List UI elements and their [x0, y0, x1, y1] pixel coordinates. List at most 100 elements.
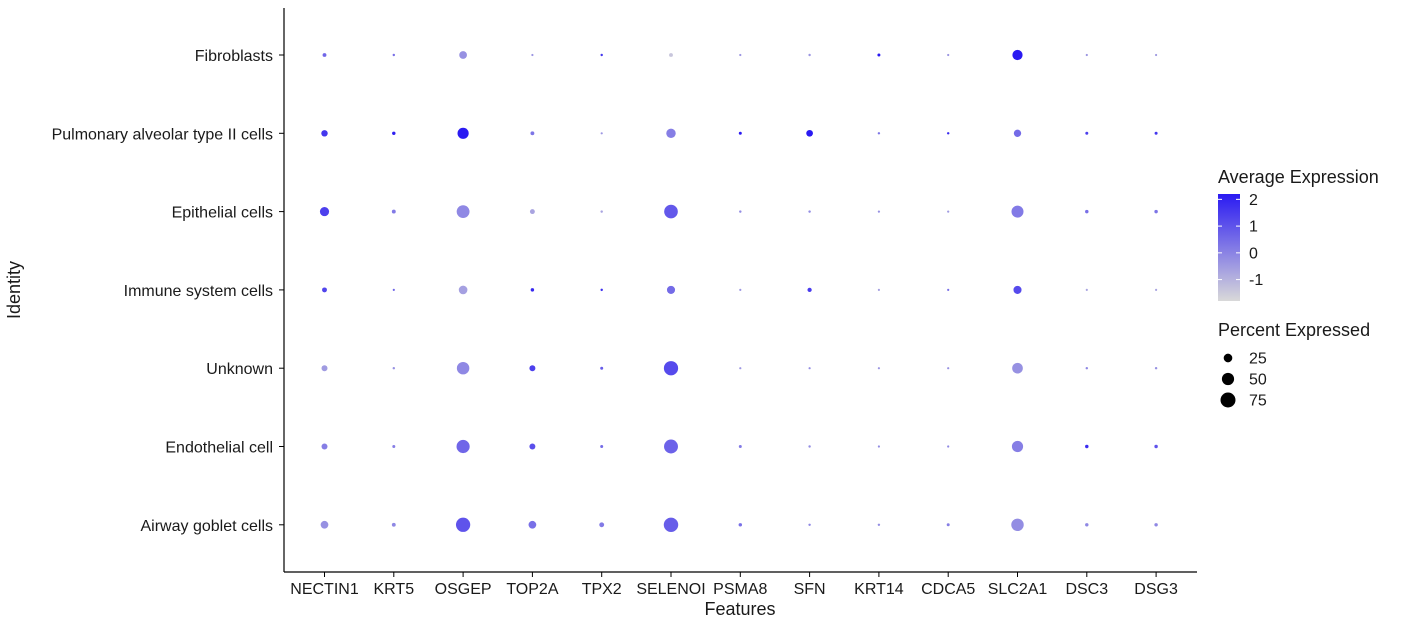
- size-legend-dot: [1223, 353, 1233, 363]
- dot: [1012, 49, 1023, 61]
- size-legend-label: 25: [1249, 351, 1267, 368]
- dot: [1154, 523, 1158, 527]
- dot: [738, 445, 742, 448]
- dot: [456, 205, 470, 219]
- dot: [1154, 366, 1158, 370]
- x-tick-label: KRT5: [373, 581, 414, 598]
- dot: [1154, 131, 1158, 135]
- x-tick-label: TOP2A: [506, 581, 559, 598]
- x-tick-label: TPX2: [582, 581, 622, 598]
- dot: [600, 366, 604, 370]
- dot: [877, 53, 881, 57]
- size-legend-label: 50: [1249, 372, 1267, 389]
- y-tick-labels: Fibroblasts Pulmonary alveolar type II ce…: [52, 48, 284, 535]
- dot: [530, 131, 535, 136]
- dot: [1012, 362, 1023, 374]
- dot: [600, 445, 604, 448]
- dot: [456, 361, 470, 375]
- dot: [808, 53, 811, 57]
- dot: [1154, 209, 1158, 214]
- dot: [808, 367, 811, 370]
- dot: [808, 445, 811, 448]
- x-tick-label: KRT14: [854, 581, 904, 598]
- dot: [947, 210, 950, 213]
- dot: [531, 53, 534, 57]
- dot: [321, 130, 328, 137]
- y-tick-label: Airway goblet cells: [141, 518, 274, 535]
- dot: [392, 366, 396, 370]
- dot: [391, 209, 396, 214]
- dot: [1011, 518, 1024, 532]
- dot: [663, 361, 679, 376]
- dot: [807, 287, 812, 293]
- dot: [877, 367, 881, 370]
- dot: [877, 445, 881, 448]
- dot: [529, 365, 536, 372]
- y-tick-label: Epithelial cells: [172, 205, 273, 222]
- dot: [1013, 285, 1022, 294]
- dot: [1011, 440, 1024, 453]
- x-tick-label: OSGEP: [435, 581, 492, 598]
- dot: [321, 443, 328, 450]
- dot: [1085, 288, 1088, 291]
- dot: [663, 517, 679, 533]
- dot: [455, 517, 471, 532]
- dot: [600, 210, 603, 213]
- dot: [808, 523, 811, 527]
- size-legend-dot: [1220, 392, 1236, 408]
- size-legend-label: 75: [1249, 393, 1267, 410]
- dot: [1085, 53, 1088, 57]
- size-legend-title: Percent Expressed: [1218, 320, 1370, 340]
- dot: [600, 288, 603, 292]
- dot: [529, 209, 535, 215]
- dot: [877, 132, 881, 135]
- dot: [739, 367, 742, 370]
- dot: [666, 128, 676, 139]
- dot: [1155, 288, 1158, 291]
- dot: [392, 131, 396, 136]
- dot: [1085, 523, 1089, 527]
- size-legend: Percent Expressed 25 50 75: [1218, 320, 1370, 410]
- dot: [530, 288, 535, 292]
- color-bar-tick-label: 1: [1249, 219, 1258, 236]
- dot: [947, 288, 950, 291]
- dot: [458, 285, 468, 295]
- dot: [664, 204, 678, 219]
- color-bar-tick-label: 2: [1249, 192, 1258, 209]
- dot: [529, 443, 536, 450]
- dot: [457, 127, 469, 139]
- dot: [946, 523, 950, 527]
- dot: [664, 439, 678, 454]
- dot: [946, 132, 950, 135]
- dot: [392, 53, 396, 57]
- dot: [877, 288, 881, 291]
- x-tick-labels: NECTIN1 KRT5 OSGEP TOP2A TPX2 SELENOI PSMA8 SFN…: [290, 572, 1178, 598]
- dot: [322, 287, 327, 293]
- x-tick-label: SLC2A1: [988, 581, 1048, 598]
- x-tick-label: DSG3: [1134, 581, 1178, 598]
- x-tick-label: DSC3: [1065, 581, 1108, 598]
- dot: [1085, 131, 1089, 135]
- dot: [319, 207, 330, 217]
- dot: [392, 288, 395, 291]
- y-tick-label: Unknown: [206, 361, 273, 378]
- dot: [1085, 209, 1089, 214]
- dot: [599, 522, 605, 528]
- dot: [806, 129, 813, 137]
- dot: [391, 522, 396, 527]
- dots: [319, 49, 1158, 533]
- color-bar: [1218, 194, 1240, 301]
- dot: [1085, 444, 1089, 449]
- dot: [947, 445, 950, 448]
- dot: [1085, 366, 1089, 370]
- x-tick-label: NECTIN1: [290, 581, 359, 598]
- y-tick-label: Pulmonary alveolar type II cells: [52, 126, 273, 143]
- dot: [738, 131, 742, 135]
- dot: [947, 367, 950, 370]
- dot: [600, 53, 603, 57]
- y-tick-label: Endothelial cell: [165, 440, 273, 457]
- dot: [321, 365, 328, 372]
- dot: [1013, 129, 1022, 137]
- dot: [739, 53, 742, 57]
